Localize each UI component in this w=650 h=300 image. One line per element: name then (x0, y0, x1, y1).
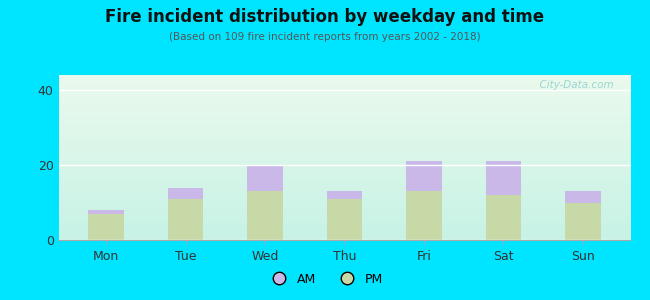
Bar (486, 161, 521, 195)
Bar (326, 191, 363, 199)
Bar (88, 214, 124, 240)
Bar (565, 202, 601, 240)
Bar (247, 165, 283, 191)
Legend: AM, PM: AM, PM (262, 268, 388, 291)
Text: City-Data.com: City-Data.com (533, 80, 614, 90)
Bar (406, 161, 442, 191)
Bar (247, 191, 283, 240)
Bar (168, 188, 203, 199)
Bar (406, 191, 442, 240)
Bar (565, 191, 601, 203)
Bar (326, 199, 363, 240)
Bar (168, 199, 203, 240)
Bar (486, 195, 521, 240)
Text: Fire incident distribution by weekday and time: Fire incident distribution by weekday an… (105, 8, 545, 26)
Bar (88, 210, 124, 214)
Text: (Based on 109 fire incident reports from years 2002 - 2018): (Based on 109 fire incident reports from… (169, 32, 481, 41)
